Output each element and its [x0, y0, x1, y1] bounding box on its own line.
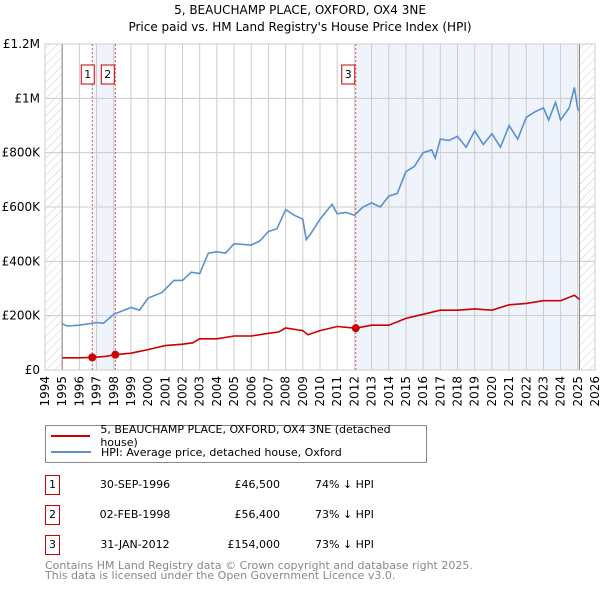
- x-tick-label: 2023: [536, 376, 550, 407]
- sale-label-box: [100, 64, 115, 85]
- x-tick-label: 2012: [347, 376, 361, 407]
- chart-subtitle: Price paid vs. HM Land Registry's House …: [128, 20, 471, 34]
- footer-line: Contains HM Land Registry data © Crown c…: [45, 559, 473, 572]
- footer-line: This data is licensed under the Open Gov…: [45, 569, 396, 582]
- legend-item-property: 5, BEAUCHAMP PLACE, OXFORD, OX4 3NE (det…: [46, 423, 426, 449]
- y-tick-label: £1.2M: [3, 37, 40, 51]
- x-tick-label: 2002: [176, 376, 190, 407]
- x-tick-label: 2004: [210, 376, 224, 407]
- sale-label-box: [80, 64, 95, 85]
- sale-point: [88, 353, 97, 362]
- legend-label: HPI: Average price, detached house, Oxfo…: [101, 445, 342, 459]
- table-row: 3 31-JAN-2012 £154,000 73% ↓ HPI: [45, 535, 445, 555]
- x-tick-label: 2024: [554, 376, 568, 407]
- sale-price: £154,000: [227, 538, 281, 551]
- table-row: 1 30-SEP-1996 £46,500 74% ↓ HPI: [45, 475, 445, 495]
- sale-label: 3: [345, 68, 352, 81]
- sale-date: 31-JAN-2012: [100, 538, 170, 551]
- x-tick-label: 2011: [330, 376, 344, 407]
- x-tick-label: 2013: [365, 376, 379, 407]
- legend-item-hpi: HPI: Average price, detached house, Oxfo…: [46, 444, 342, 460]
- sale-label: 1: [84, 68, 91, 81]
- x-tick-label: 2006: [244, 376, 258, 407]
- y-tick-label: £600K: [2, 200, 42, 214]
- price-chart: 5, BEAUCHAMP PLACE, OXFORD, OX4 3NE Pric…: [2, 3, 600, 407]
- y-tick-label: £0: [25, 363, 40, 377]
- x-tick-label: 1995: [55, 376, 69, 407]
- series-line: [61, 87, 581, 327]
- y-tick-label: £200K: [2, 309, 42, 323]
- x-tick-label: 1996: [72, 376, 86, 407]
- x-tick-label: 2014: [382, 376, 396, 407]
- sale-date: 02-FEB-1998: [99, 508, 171, 521]
- x-tick-label: 2018: [451, 376, 465, 407]
- sale-marker: 1: [45, 475, 60, 495]
- x-tick-label: 2001: [158, 376, 172, 407]
- sale-point: [351, 324, 360, 333]
- y-tick-label: £800K: [2, 146, 42, 160]
- x-tick-label: 2021: [502, 376, 516, 407]
- y-tick-label: £400K: [2, 254, 42, 268]
- x-tick-label: 2010: [313, 376, 327, 407]
- x-tick-label: 2019: [468, 376, 482, 407]
- x-tick-label: 1997: [90, 376, 104, 407]
- sale-marker: 2: [45, 505, 60, 525]
- legend-label: 5, BEAUCHAMP PLACE, OXFORD, OX4 3NE (det…: [100, 423, 391, 449]
- x-tick-label: 1998: [107, 376, 121, 407]
- x-tick-label: 2015: [399, 376, 413, 407]
- sale-hpi: 74% ↓ HPI: [315, 478, 374, 491]
- sale-point: [111, 350, 120, 359]
- series-line: [62, 294, 581, 359]
- x-tick-label: 2008: [279, 376, 293, 407]
- legend: 5, BEAUCHAMP PLACE, OXFORD, OX4 3NE (det…: [45, 423, 427, 463]
- x-tick-label: 2000: [141, 376, 155, 407]
- table-row: 2 02-FEB-1998 £56,400 73% ↓ HPI: [45, 505, 445, 525]
- red-line-swatch: [51, 435, 91, 437]
- x-tick-label: 1994: [38, 376, 52, 407]
- y-tick-label: £1M: [14, 91, 40, 105]
- x-tick-label: 2003: [193, 376, 207, 407]
- x-tick-label: 2020: [485, 376, 499, 407]
- x-tick-label: 2026: [588, 376, 600, 407]
- sale-price: £46,500: [234, 478, 281, 491]
- sale-price: £56,400: [234, 508, 281, 521]
- x-tick-label: 2007: [261, 376, 275, 407]
- sale-date: 30-SEP-1996: [99, 478, 171, 491]
- x-tick-label: 2017: [433, 376, 447, 407]
- blue-line-swatch: [51, 451, 91, 453]
- sale-marker: 3: [45, 535, 60, 555]
- x-tick-label: 2009: [296, 376, 310, 407]
- chart-title: 5, BEAUCHAMP PLACE, OXFORD, OX4 3NE: [174, 3, 426, 17]
- x-tick-label: 2025: [571, 376, 585, 407]
- sale-label: 2: [104, 68, 111, 81]
- sale-hpi: 73% ↓ HPI: [315, 508, 374, 521]
- x-tick-label: 1999: [124, 376, 138, 407]
- x-tick-label: 2022: [519, 376, 533, 407]
- sale-label-box: [341, 64, 356, 85]
- sale-hpi: 73% ↓ HPI: [315, 538, 374, 551]
- x-tick-label: 2005: [227, 376, 241, 407]
- x-tick-label: 2016: [416, 376, 430, 407]
- footer: Contains HM Land Registry data © Crown c…: [45, 559, 473, 582]
- plot-frame: [44, 43, 596, 371]
